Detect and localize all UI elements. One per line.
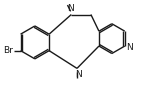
Text: N: N (67, 4, 73, 13)
Text: N: N (127, 43, 133, 51)
Text: N: N (75, 70, 82, 79)
Text: Br: Br (3, 46, 13, 55)
